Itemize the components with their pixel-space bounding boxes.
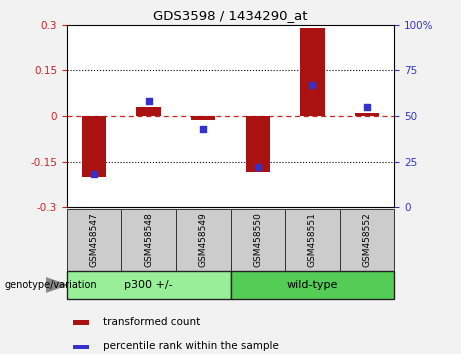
Text: percentile rank within the sample: percentile rank within the sample [103, 341, 279, 350]
Bar [136, 107, 161, 116]
Text: GSM458548: GSM458548 [144, 212, 153, 267]
Point [145, 98, 152, 104]
Text: transformed count: transformed count [103, 317, 200, 327]
Text: GSM458552: GSM458552 [362, 212, 372, 267]
Bar [73, 320, 89, 325]
Bar [300, 28, 325, 116]
Bar [246, 116, 270, 172]
Bar [67, 209, 121, 271]
Text: wild-type: wild-type [287, 280, 338, 290]
Bar [191, 116, 215, 120]
Text: GSM458551: GSM458551 [308, 212, 317, 267]
Bar [176, 209, 230, 271]
Bar [230, 271, 394, 299]
Point [90, 171, 98, 177]
Bar [121, 209, 176, 271]
Title: GDS3598 / 1434290_at: GDS3598 / 1434290_at [153, 9, 308, 22]
Text: p300 +/-: p300 +/- [124, 280, 173, 290]
Text: GSM458547: GSM458547 [89, 212, 99, 267]
Text: GSM458549: GSM458549 [199, 212, 208, 267]
Bar [230, 209, 285, 271]
Bar [285, 209, 340, 271]
Bar [355, 113, 379, 116]
Point [200, 126, 207, 132]
Polygon shape [46, 278, 67, 292]
Bar [340, 209, 394, 271]
Bar [73, 345, 89, 349]
Point [363, 104, 371, 110]
Bar [67, 271, 230, 299]
Text: genotype/variation: genotype/variation [5, 280, 97, 290]
Point [309, 82, 316, 88]
Text: GSM458550: GSM458550 [253, 212, 262, 267]
Point [254, 164, 261, 170]
Bar [82, 116, 106, 177]
